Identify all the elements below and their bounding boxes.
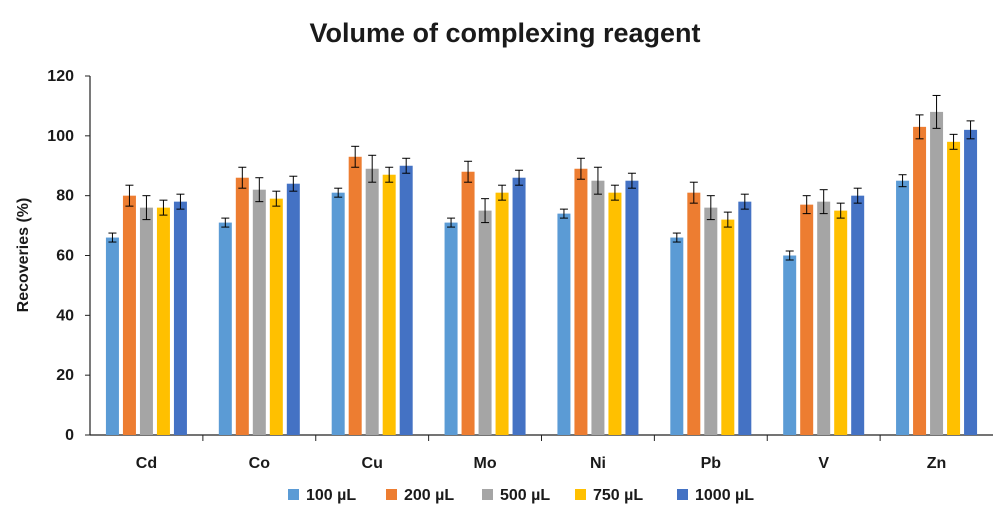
x-tick-label-ni: Ni xyxy=(590,455,606,472)
bar-co-750-l xyxy=(269,198,283,435)
bar-zn-200-l xyxy=(913,126,927,435)
legend-item-500-l: 500 µL xyxy=(482,487,550,504)
legend-swatch-500-l xyxy=(482,489,493,500)
legend-label-1000-l: 1000 µL xyxy=(695,487,754,504)
bar-mo-200-l xyxy=(461,171,475,435)
bar-mo-1000-l xyxy=(512,177,526,435)
bar-pb-750-l xyxy=(721,219,735,435)
legend-swatch-750-l xyxy=(575,489,586,500)
bar-mo-750-l xyxy=(495,192,509,435)
x-tick-label-co: Co xyxy=(249,455,271,472)
bar-v-1000-l xyxy=(851,195,865,435)
bar-cd-100-l xyxy=(105,237,119,435)
bar-pb-500-l xyxy=(704,207,718,435)
bar-ni-500-l xyxy=(591,180,605,435)
bar-zn-1000-l xyxy=(964,129,978,435)
legend-item-750-l: 750 µL xyxy=(575,487,643,504)
bar-cd-1000-l xyxy=(173,201,187,435)
bars xyxy=(105,94,978,436)
legend-label-750-l: 750 µL xyxy=(593,487,643,504)
bar-pb-1000-l xyxy=(738,201,752,435)
y-axis-label: Recoveries (%) xyxy=(15,198,32,313)
y-tick-label: 20 xyxy=(56,367,74,384)
y-tick-label: 0 xyxy=(65,427,74,444)
x-tick-label-v: V xyxy=(818,455,829,472)
bar-v-750-l xyxy=(834,210,848,435)
bar-zn-750-l xyxy=(947,141,961,436)
legend-label-200-l: 200 µL xyxy=(404,487,454,504)
x-tick-label-cu: Cu xyxy=(362,455,383,472)
bar-ni-1000-l xyxy=(625,180,639,435)
bar-ni-100-l xyxy=(557,213,571,435)
y-tick-label: 40 xyxy=(56,307,74,324)
legend-swatch-200-l xyxy=(386,489,397,500)
bar-co-500-l xyxy=(252,189,266,435)
x-tick-label-mo: Mo xyxy=(474,455,497,472)
y-tick-label: 80 xyxy=(56,188,74,205)
bar-mo-100-l xyxy=(444,222,458,435)
bar-co-200-l xyxy=(235,177,249,435)
bar-co-1000-l xyxy=(286,183,300,435)
y-tick-label: 60 xyxy=(56,248,74,265)
bar-zn-500-l xyxy=(930,111,944,436)
y-tick-label: 100 xyxy=(47,128,74,145)
x-tick-label-pb: Pb xyxy=(701,455,722,472)
chart-title: Volume of complexing reagent xyxy=(309,18,700,48)
x-tick-label-cd: Cd xyxy=(136,455,157,472)
bar-cd-200-l xyxy=(122,195,136,435)
legend-item-100-l: 100 µL xyxy=(288,487,356,504)
bar-v-100-l xyxy=(783,255,797,435)
bar-mo-500-l xyxy=(478,210,492,435)
legend-swatch-100-l xyxy=(288,489,299,500)
bar-cd-750-l xyxy=(156,207,170,435)
bar-cu-1000-l xyxy=(399,165,413,435)
bar-cu-100-l xyxy=(331,192,345,435)
bar-cd-500-l xyxy=(139,207,153,435)
bar-cu-500-l xyxy=(365,168,379,435)
legend-label-100-l: 100 µL xyxy=(306,487,356,504)
bar-v-200-l xyxy=(800,204,814,435)
bar-cu-750-l xyxy=(382,174,396,435)
legend: 100 µL 200 µL 500 µL 750 µL 1000 µL xyxy=(288,487,754,504)
x-tick-label-zn: Zn xyxy=(927,455,947,472)
legend-item-1000-l: 1000 µL xyxy=(677,487,754,504)
bar-pb-200-l xyxy=(687,192,701,435)
legend-item-200-l: 200 µL xyxy=(386,487,454,504)
bar-pb-100-l xyxy=(670,237,684,435)
legend-label-500-l: 500 µL xyxy=(500,487,550,504)
bar-cu-200-l xyxy=(348,156,362,435)
bar-zn-100-l xyxy=(896,180,910,435)
bar-v-500-l xyxy=(817,201,831,435)
y-tick-label: 120 xyxy=(47,68,74,85)
legend-swatch-1000-l xyxy=(677,489,688,500)
bar-ni-200-l xyxy=(574,168,588,435)
bar-co-100-l xyxy=(218,222,232,435)
bar-ni-750-l xyxy=(608,192,622,435)
